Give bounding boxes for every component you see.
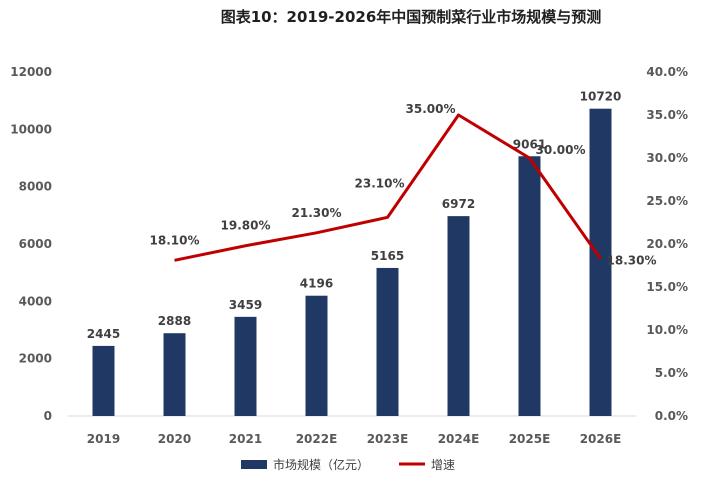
bar-value-label: 4196	[300, 277, 333, 291]
bar	[92, 345, 115, 416]
growth-value-label: 18.10%	[150, 233, 200, 247]
chart-title: 图表10：2019-2026年中国预制菜行业市场规模与预测	[221, 8, 602, 26]
y-left-tick-label: 12000	[10, 65, 52, 79]
bar	[305, 295, 328, 416]
y-right-tick-label: 15.0%	[646, 280, 688, 294]
y-right-tick-label: 40.0%	[646, 65, 688, 79]
legend-label-market-size: 市场规模（亿元）	[273, 457, 369, 472]
bar	[447, 216, 470, 416]
x-tick-label: 2026E	[580, 432, 622, 446]
bar	[518, 156, 541, 416]
y-left-tick-label: 4000	[19, 294, 52, 308]
bar-value-label: 2888	[158, 314, 191, 328]
plot-area: 0 2000 4000 6000 8000 10000 12000 0.0% 5.0% 10.0%…	[10, 65, 688, 446]
x-tick-label: 2020	[158, 432, 191, 446]
legend-swatch-bar	[241, 460, 267, 469]
bar	[589, 108, 612, 417]
bar-value-label: 5165	[371, 249, 404, 263]
growth-value-label: 19.80%	[221, 219, 271, 233]
x-tick-label: 2024E	[438, 432, 480, 446]
growth-value-label: 18.30%	[607, 254, 657, 268]
y-right-tick-label: 10.0%	[646, 323, 688, 337]
bar-value-label: 6972	[442, 197, 475, 211]
y-right-tick-label: 30.0%	[646, 151, 688, 165]
bar-value-label: 9061	[513, 137, 546, 151]
y-left-tick-label: 2000	[19, 352, 52, 366]
bar-value-label: 10720	[580, 90, 622, 104]
y-left-tick-label: 6000	[19, 237, 52, 251]
legend: 市场规模（亿元） 增速	[241, 457, 455, 472]
y-right-tick-label: 20.0%	[646, 237, 688, 251]
growth-value-label: 23.10%	[355, 176, 405, 190]
x-tick-label: 2022E	[296, 432, 338, 446]
bar-value-label: 2445	[87, 327, 120, 341]
growth-line	[174, 113, 602, 262]
x-tick-label: 2019	[87, 432, 120, 446]
legend-label-growth: 增速	[431, 458, 455, 472]
bar-value-label: 3459	[229, 298, 262, 312]
x-tick-label: 2025E	[509, 432, 551, 446]
y-left-tick-label: 10000	[10, 122, 52, 136]
y-left-tick-label: 8000	[19, 180, 52, 194]
growth-value-label: 30.00%	[536, 143, 586, 157]
x-tick-label: 2021	[229, 432, 262, 446]
y-right-tick-label: 0.0%	[655, 409, 688, 423]
bar	[163, 333, 186, 416]
y-right-tick-label: 35.0%	[646, 108, 688, 122]
growth-value-label: 21.30%	[292, 206, 342, 220]
x-tick-label: 2023E	[367, 432, 409, 446]
y-left-tick-label: 0	[44, 409, 52, 423]
bar	[376, 267, 399, 416]
growth-value-label: 35.00%	[406, 102, 456, 116]
y-right-tick-label: 25.0%	[646, 194, 688, 208]
bar	[234, 316, 257, 416]
y-right-tick-label: 5.0%	[655, 366, 688, 380]
